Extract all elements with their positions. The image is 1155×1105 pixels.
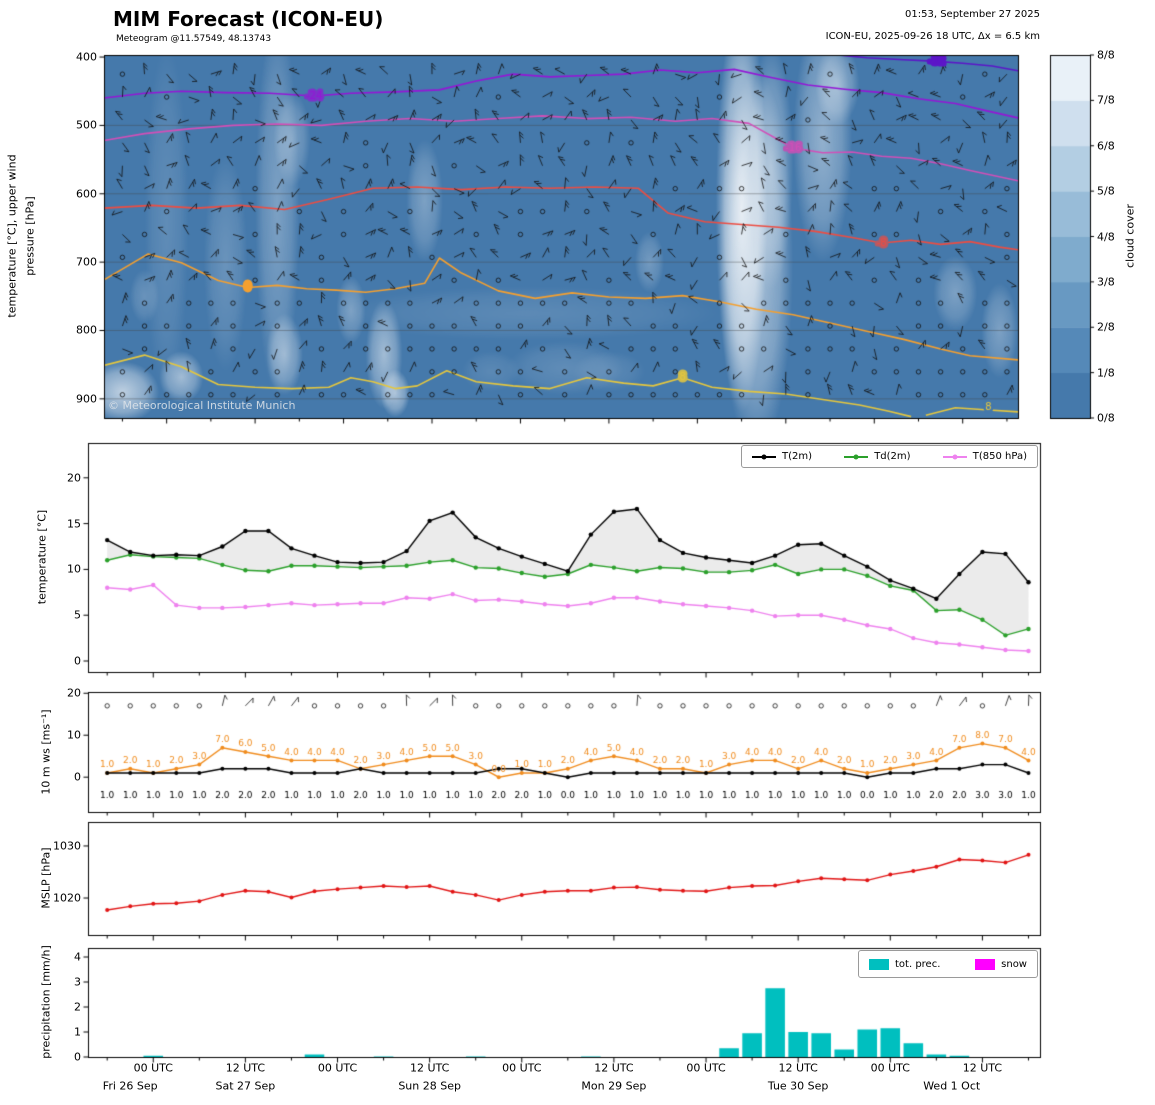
temperature-legend: T(2m) Td(2m) T(850 hPa)	[741, 445, 1038, 468]
legend-item-snow: snow	[975, 958, 1027, 970]
legend-label-t2m: T(2m)	[782, 451, 813, 462]
legend-label-totprec: tot. prec.	[895, 958, 941, 970]
precipitation-axis-label: precipitation [mm/h]	[39, 945, 53, 1059]
model-run-info: ICON-EU, 2025-09-26 18 UTC, Δx = 6.5 km	[825, 31, 1040, 42]
page-title: MIM Forecast (ICON-EU)	[113, 7, 384, 31]
legend-item-totprec: tot. prec.	[869, 958, 941, 970]
legend-item-t2m: T(2m)	[752, 451, 812, 462]
meteogram-location-subtitle: Meteogram @11.57549, 48.13743	[116, 34, 272, 44]
wind-axis-label: 10 m ws [ms⁻¹]	[39, 709, 53, 795]
legend-item-td2m: Td(2m)	[844, 451, 911, 462]
td2m-line-sample	[844, 454, 869, 459]
upper-panel-axis-label-1: temperature [°C], upper wind	[5, 154, 19, 318]
precipitation-legend: tot. prec. snow	[858, 950, 1038, 978]
t850-line-sample	[942, 454, 967, 459]
creation-timestamp: 01:53, September 27 2025	[905, 9, 1040, 20]
mslp-axis-label: MSLP [hPa]	[39, 847, 53, 909]
totprec-swatch	[869, 958, 889, 970]
legend-label-td2m: Td(2m)	[874, 451, 911, 462]
watermark: © Meteorological Institute Munich	[108, 399, 296, 412]
temperature-axis-label: temperature [°C]	[35, 509, 49, 605]
legend-item-t850: T(850 hPa)	[942, 451, 1027, 462]
snow-swatch	[975, 958, 996, 970]
cloud-cover-colorbar-label: cloud cover	[1123, 204, 1137, 268]
legend-label-t850: T(850 hPa)	[972, 451, 1027, 462]
t2m-line-sample	[752, 454, 776, 459]
upper-panel-axis-label-2: pressure [hPa]	[23, 196, 37, 276]
legend-label-snow: snow	[1001, 958, 1027, 970]
